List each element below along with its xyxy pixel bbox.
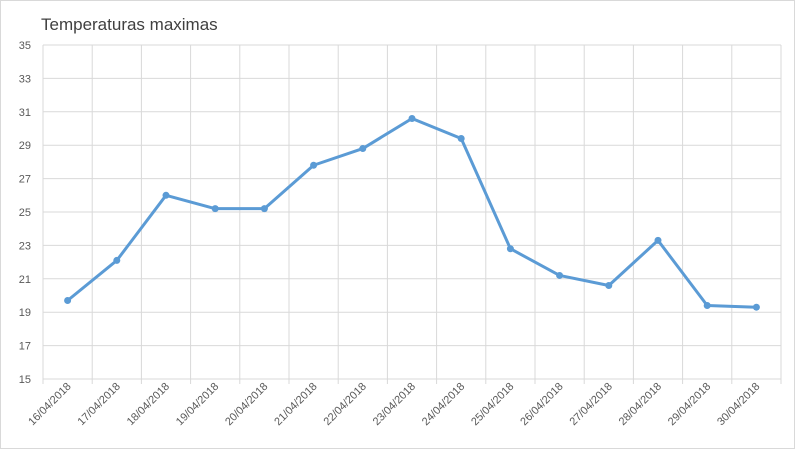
y-tick-label: 17 [19, 341, 31, 353]
y-tick-label: 23 [19, 240, 31, 252]
x-tick-label: 16/04/2018 [26, 381, 73, 428]
data-point [359, 145, 367, 153]
x-tick-label: 19/04/2018 [174, 381, 221, 428]
y-tick-label: 19 [19, 307, 31, 319]
data-point [64, 297, 72, 305]
data-point [113, 256, 121, 264]
x-tick-label: 21/04/2018 [272, 381, 319, 428]
x-tick-label: 20/04/2018 [223, 381, 270, 428]
y-tick-label: 27 [19, 174, 31, 186]
y-tick-label: 33 [19, 73, 31, 85]
x-tick-label: 18/04/2018 [125, 381, 172, 428]
y-tick-label: 15 [19, 374, 31, 386]
y-tick-label: 21 [19, 274, 31, 286]
x-tick-label: 23/04/2018 [371, 381, 418, 428]
chart-title: Temperaturas maximas [41, 15, 218, 34]
data-point [506, 245, 514, 253]
x-tick-label: 28/04/2018 [617, 381, 664, 428]
data-point [310, 161, 318, 169]
y-tick-label: 29 [19, 140, 31, 152]
data-point [556, 271, 564, 279]
x-tick-label: 26/04/2018 [518, 381, 565, 428]
x-axis-ticks: 16/04/2018 17/04/2018 18/04/2018 19/04/2018… [26, 381, 762, 428]
data-point [654, 236, 662, 244]
data-point [408, 114, 416, 122]
y-tick-label: 35 [19, 40, 31, 52]
x-tick-label: 17/04/2018 [76, 381, 123, 428]
data-point [162, 191, 170, 199]
data-point [703, 302, 711, 310]
data-point [752, 303, 760, 311]
y-tick-label: 31 [19, 107, 31, 119]
x-tick-label: 25/04/2018 [469, 381, 516, 428]
data-point [211, 205, 219, 213]
y-tick-label: 25 [19, 207, 31, 219]
gridlines [42, 44, 782, 384]
data-point [605, 281, 613, 289]
x-tick-label: 29/04/2018 [666, 381, 713, 428]
x-tick-label: 22/04/2018 [322, 381, 369, 428]
data-point [260, 205, 268, 213]
x-tick-label: 27/04/2018 [568, 381, 615, 428]
series-group [64, 114, 760, 311]
data-point [457, 135, 465, 143]
x-tick-label: 24/04/2018 [420, 381, 467, 428]
x-tick-label: 30/04/2018 [715, 381, 762, 428]
y-axis-ticks: 15 17 19 21 23 25 27 29 31 33 35 [19, 40, 31, 386]
